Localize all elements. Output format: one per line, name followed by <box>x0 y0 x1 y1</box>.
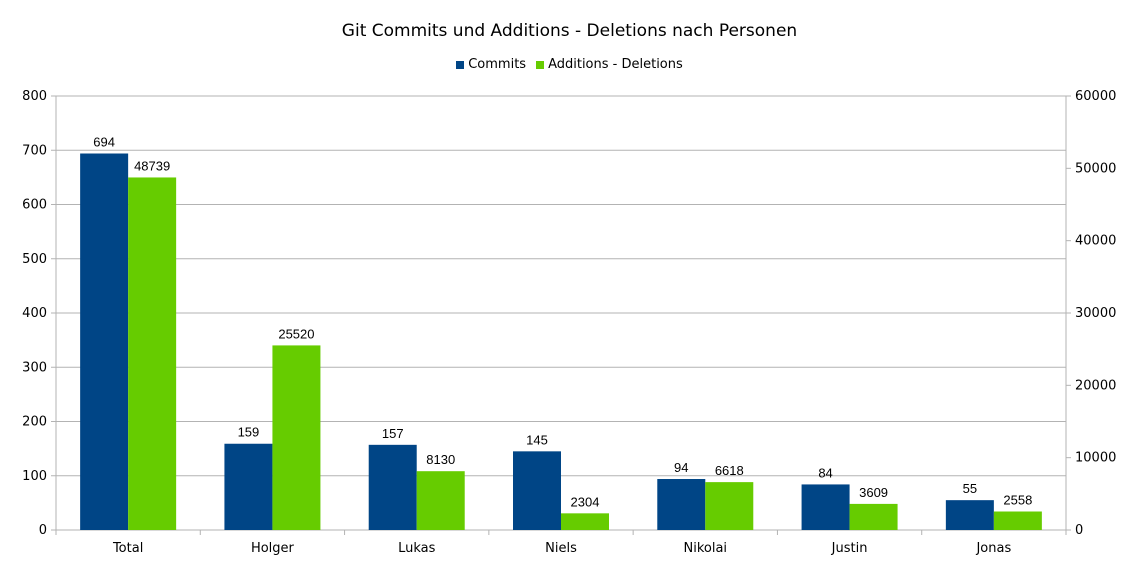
legend-item-additions-deletions: Additions - Deletions <box>536 57 683 72</box>
legend-label-additions-deletions: Additions - Deletions <box>548 57 683 72</box>
x-tick-label: Lukas <box>398 541 436 556</box>
chart-title: Git Commits und Additions - Deletions na… <box>341 21 798 41</box>
y-left-tick-label: 500 <box>22 252 47 267</box>
data-label: 157 <box>382 426 404 441</box>
legend: Commits Additions - Deletions <box>0 57 1139 72</box>
data-label: 55 <box>963 481 977 496</box>
bar-commits <box>224 443 273 530</box>
y-right-tick-label: 0 <box>1075 523 1083 538</box>
y-right-tick-label: 60000 <box>1075 89 1116 104</box>
y-right-tick-label: 10000 <box>1075 451 1116 466</box>
y-left-tick-label: 600 <box>22 198 47 213</box>
data-label: 145 <box>526 432 548 447</box>
x-tick-label: Niels <box>545 541 577 556</box>
bar-additions-deletions <box>561 513 609 530</box>
y-right-tick-label: 50000 <box>1075 161 1116 176</box>
data-label: 94 <box>674 460 688 475</box>
bar-additions-deletions <box>128 177 177 530</box>
y-left-tick-label: 200 <box>22 415 47 430</box>
bar-additions-deletions <box>705 482 754 530</box>
data-label: 48739 <box>134 158 170 173</box>
data-label: 2304 <box>571 494 600 509</box>
y-right-tick-label: 40000 <box>1075 234 1116 249</box>
x-tick-label: Jonas <box>975 541 1011 556</box>
legend-swatch-additions-deletions <box>536 60 545 69</box>
bar-commits <box>945 500 994 530</box>
y-left-tick-label: 100 <box>22 469 47 484</box>
data-label: 6618 <box>715 463 744 478</box>
y-left-tick-label: 800 <box>22 89 47 104</box>
y-left-tick-label: 300 <box>22 360 47 375</box>
legend-item-commits: Commits <box>456 57 526 72</box>
data-label: 8130 <box>426 452 455 467</box>
x-tick-label: Total <box>112 541 143 556</box>
bar-commits <box>657 479 706 530</box>
x-tick-label: Holger <box>251 541 295 556</box>
x-tick-label: Nikolai <box>684 541 728 556</box>
data-label: 694 <box>93 135 115 150</box>
data-label: 3609 <box>859 485 888 500</box>
data-label: 25520 <box>278 326 314 341</box>
bar-commits <box>801 484 850 530</box>
data-label: 2558 <box>1003 492 1032 507</box>
bar-additions-deletions <box>849 503 898 530</box>
y-left-tick-label: 700 <box>22 143 47 158</box>
bar-additions-deletions <box>993 511 1042 530</box>
data-label: 84 <box>818 465 832 480</box>
y-left-tick-label: 400 <box>22 306 47 321</box>
legend-swatch-commits <box>456 60 465 69</box>
bar-commits <box>513 451 561 530</box>
data-label: 159 <box>238 425 260 440</box>
bar-commits <box>368 444 417 530</box>
bar-additions-deletions <box>416 471 465 530</box>
bar-additions-deletions <box>272 345 321 530</box>
bar-commits <box>80 153 129 530</box>
legend-label-commits: Commits <box>468 57 527 72</box>
y-left-tick-label: 0 <box>39 523 47 538</box>
y-right-tick-label: 30000 <box>1075 306 1116 321</box>
y-right-tick-label: 20000 <box>1075 378 1116 393</box>
x-tick-label: Justin <box>831 541 868 556</box>
